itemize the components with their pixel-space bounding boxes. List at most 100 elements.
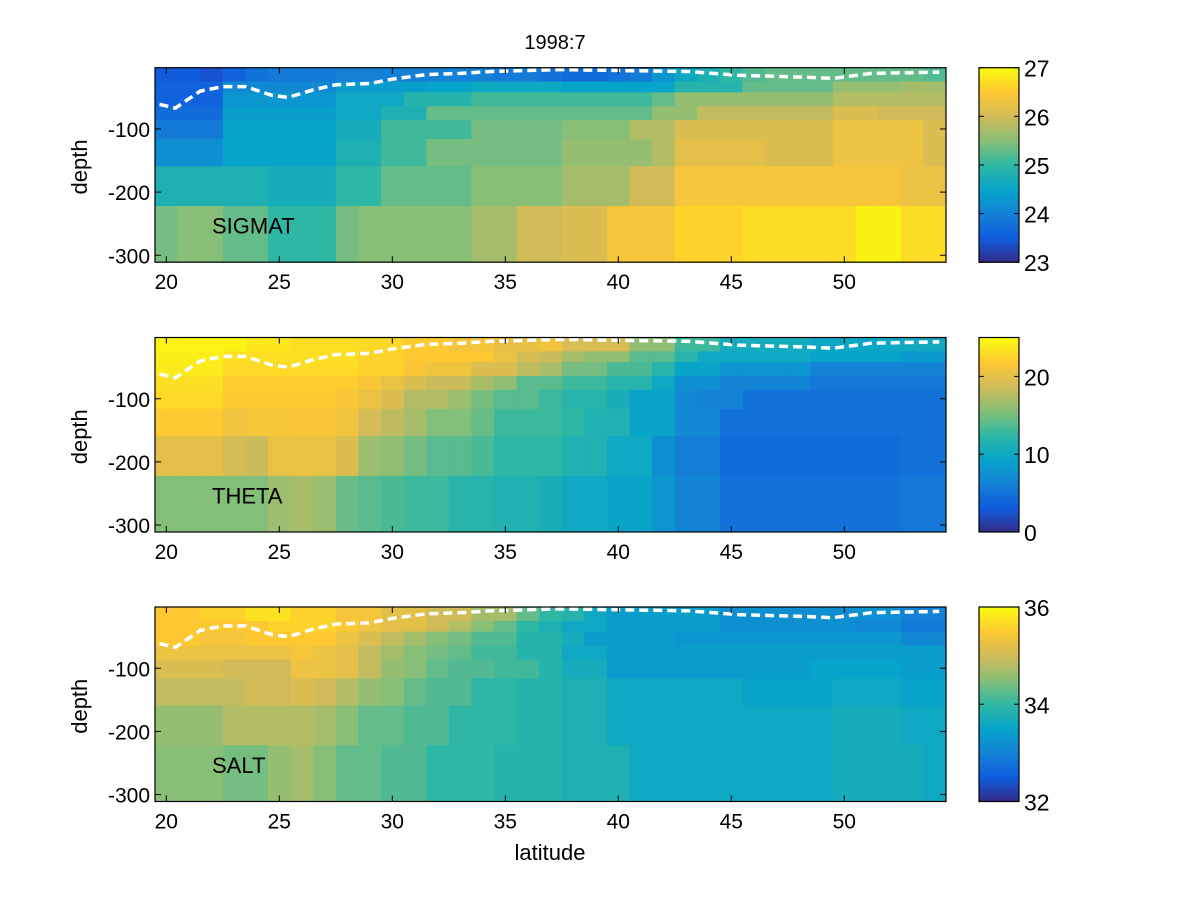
heatmap-cell xyxy=(290,351,314,363)
heatmap-cell xyxy=(878,659,902,679)
y-tick-label: -300 xyxy=(108,785,150,808)
heatmap-cell xyxy=(607,745,630,802)
colorbar-swatch xyxy=(979,628,1019,632)
heatmap-cell xyxy=(697,436,721,477)
heatmap-cell xyxy=(652,631,676,646)
heatmap-cell xyxy=(494,620,517,633)
heatmap-cell xyxy=(381,106,404,121)
colorbar-swatch xyxy=(979,725,1019,730)
heatmap-cell xyxy=(358,408,382,437)
heatmap-cell xyxy=(381,351,404,363)
heatmap-cell xyxy=(878,351,902,363)
heatmap-cell xyxy=(539,408,563,437)
y-axis-label: depth xyxy=(67,409,92,464)
heatmap-cell xyxy=(313,678,337,706)
y-tick-label: -100 xyxy=(108,389,150,412)
heatmap-cell xyxy=(290,206,314,263)
y-axis-label: depth xyxy=(67,679,92,734)
heatmap-cell xyxy=(268,351,291,363)
heatmap-cell xyxy=(245,120,269,140)
heatmap-cell xyxy=(313,705,337,746)
heatmap-cell xyxy=(833,139,856,167)
heatmap-cell xyxy=(222,436,246,477)
heatmap-cell xyxy=(787,362,811,377)
heatmap-cell xyxy=(494,81,517,93)
heatmap-cell xyxy=(222,81,246,93)
heatmap-cell xyxy=(448,620,472,633)
heatmap-cell xyxy=(268,106,291,121)
colorbar-swatch xyxy=(979,88,1019,93)
heatmap-cell xyxy=(245,351,269,363)
panels: 20 25 30 35 40 45 50-100-200-300depthSIGMAT232… xyxy=(67,56,1050,834)
heatmap-cell xyxy=(765,206,789,263)
x-tick-label: 50 xyxy=(833,811,856,834)
heatmap-cell xyxy=(629,81,653,93)
heatmap-cell xyxy=(426,745,450,802)
heatmap-cell xyxy=(720,659,743,679)
heatmap-cell xyxy=(787,408,811,437)
heatmap-cell xyxy=(494,678,517,706)
heatmap-cell xyxy=(155,206,178,263)
heatmap-cell xyxy=(674,620,698,633)
colorbar-swatch xyxy=(979,210,1019,215)
heatmap-cell xyxy=(222,607,246,622)
heatmap-cell xyxy=(833,645,856,660)
heatmap-cell xyxy=(268,376,291,391)
heatmap-cell xyxy=(222,206,246,263)
heatmap-cell xyxy=(313,206,337,263)
heatmap-cell xyxy=(607,659,630,679)
heatmap-cell xyxy=(900,645,924,660)
heatmap-cell xyxy=(742,92,766,107)
heatmap-cell xyxy=(426,631,450,646)
colorbar-swatch xyxy=(979,446,1019,451)
heatmap-cell xyxy=(200,120,224,140)
heatmap-cell xyxy=(358,92,382,107)
y-tick-label: -200 xyxy=(108,721,150,744)
colorbar-swatch xyxy=(979,689,1019,693)
heatmap-cell xyxy=(516,631,540,646)
heatmap-cell xyxy=(629,92,653,107)
heatmap-cell xyxy=(426,659,450,679)
heatmap-cell xyxy=(629,120,653,140)
heatmap-cell xyxy=(426,139,450,167)
heatmap-cell xyxy=(268,436,291,477)
heatmap-cell xyxy=(358,475,382,533)
heatmap-cell xyxy=(855,475,879,533)
heatmap-cell xyxy=(381,376,404,391)
colorbar-swatch xyxy=(979,373,1019,378)
colorbar-swatch xyxy=(979,765,1019,769)
heatmap-cell xyxy=(358,436,382,477)
heatmap-cell xyxy=(245,81,269,93)
colorbar-swatch xyxy=(979,798,1019,802)
heatmap-cell xyxy=(878,678,902,706)
colorbar-swatch xyxy=(979,395,1019,399)
x-tick-label: 25 xyxy=(268,541,291,564)
heatmap-cell xyxy=(674,705,698,746)
heatmap-cell xyxy=(381,139,404,167)
heatmap-cell xyxy=(878,645,902,660)
heatmap-cell xyxy=(290,745,314,802)
colorbar-swatch xyxy=(979,646,1019,651)
heatmap-cell xyxy=(335,705,359,746)
heatmap-cell xyxy=(810,362,834,377)
heatmap-cell xyxy=(381,389,404,410)
heatmap-cell xyxy=(855,92,879,107)
heatmap-cell xyxy=(652,206,676,263)
heatmap-cell xyxy=(833,81,856,93)
heatmap-cell xyxy=(516,620,540,633)
heatmap-cell xyxy=(358,389,382,410)
heatmap-cell xyxy=(787,631,811,646)
heatmap-cell xyxy=(652,106,676,121)
heatmap-cell xyxy=(268,389,291,410)
heatmap-cell xyxy=(810,139,834,167)
heatmap-cell xyxy=(765,645,789,660)
heatmap-cell xyxy=(177,120,201,140)
colorbar-swatch xyxy=(979,679,1019,684)
heatmap-cell xyxy=(720,139,743,167)
colorbar-swatch xyxy=(979,640,1019,644)
heatmap-cell xyxy=(833,206,856,263)
heatmap-cell xyxy=(674,376,698,391)
heatmap-cell xyxy=(222,166,246,207)
heatmap-cell xyxy=(177,659,201,679)
heatmap-cell xyxy=(335,475,359,533)
